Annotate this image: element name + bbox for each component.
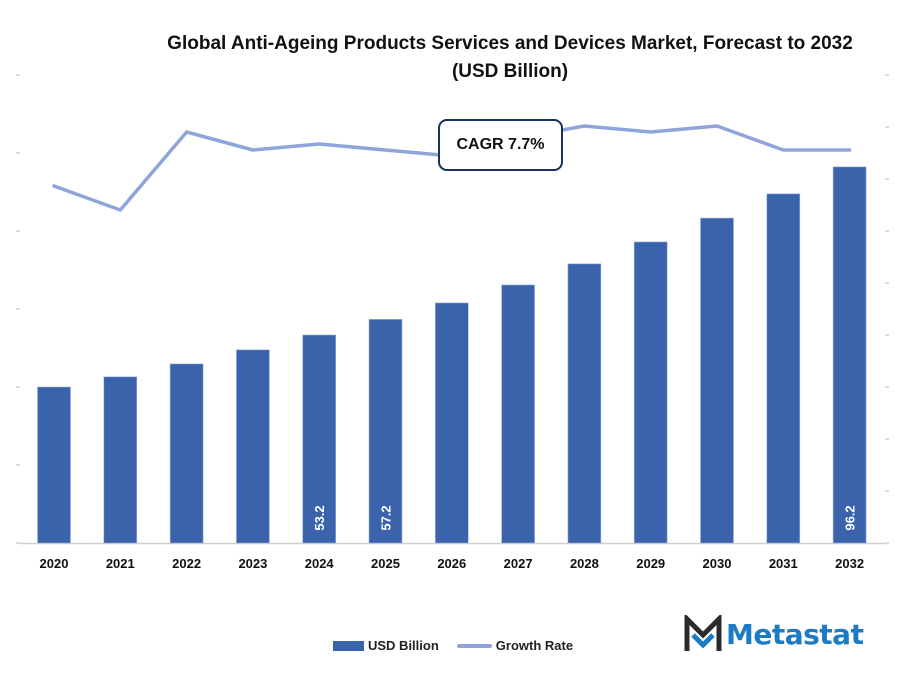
bar-2030: [700, 217, 734, 544]
x-tick-label: 2022: [172, 556, 201, 571]
bar-2026: [434, 302, 469, 544]
x-tick-label: 2023: [238, 556, 267, 571]
bar-2028: [567, 263, 602, 544]
x-tick-label: 2026: [437, 556, 466, 571]
x-tick-label: 2025: [371, 556, 400, 571]
chart-title: Global Anti-Ageing Products Services and…: [167, 33, 853, 82]
data-label-2024: 53.2: [312, 505, 327, 530]
legend-line-swatch: [456, 643, 492, 648]
bar-2020: [37, 386, 71, 544]
x-tick-label: 2020: [40, 556, 69, 571]
data-labels: 53.2 57.2 96.2: [312, 505, 857, 530]
bar-2032: [832, 166, 867, 544]
bar-2025: [368, 319, 403, 544]
bar-2029: [633, 241, 668, 544]
legend-bar-swatch: [333, 640, 364, 651]
bar-2021: [103, 376, 138, 544]
x-tick-label: 2021: [106, 556, 135, 571]
bar-series: [37, 166, 867, 544]
legend: USD Billion Growth Rate: [333, 638, 573, 653]
right-axis-ticks: [885, 74, 889, 544]
bar-2023: [236, 349, 270, 544]
legend-bar-label: USD Billion: [368, 638, 439, 653]
data-label-2025: 57.2: [379, 505, 394, 530]
legend-line-label: Growth Rate: [495, 638, 574, 653]
x-tick-label: 2032: [835, 556, 864, 571]
x-tick-label: 2024: [305, 556, 335, 571]
x-tick-label: 2028: [570, 556, 599, 571]
x-tick-label: 2030: [703, 556, 732, 571]
cagr-annotation: CAGR 7.7%: [438, 119, 563, 171]
bar-2027: [501, 284, 535, 544]
brand-name: Metastat: [726, 617, 864, 651]
left-axis-ticks: [16, 74, 20, 544]
metastat-logo: Metastat: [683, 615, 864, 653]
x-axis-labels: 2020 2021 2022 2023 2024 2025 2026 2027 2028 2029…: [40, 556, 865, 571]
bar-2031: [766, 193, 801, 544]
bar-2022: [169, 363, 204, 544]
x-tick-label: 2031: [769, 556, 798, 571]
bar-2024: [302, 334, 337, 544]
data-label-2032: 96.2: [843, 505, 858, 530]
metastat-m-icon: [684, 615, 722, 651]
x-tick-label: 2027: [504, 556, 533, 571]
x-tick-label: 2029: [636, 556, 665, 571]
